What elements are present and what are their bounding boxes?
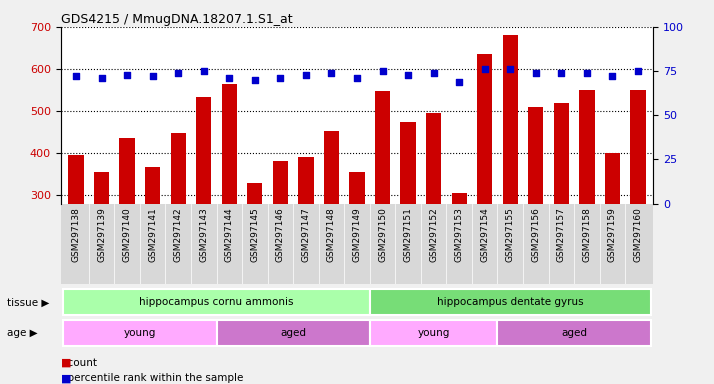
Bar — [145, 167, 161, 204]
Text: age ▶: age ▶ — [7, 328, 38, 338]
Text: GSM297140: GSM297140 — [123, 208, 131, 262]
Point — [633, 68, 644, 74]
Text: count: count — [61, 358, 96, 368]
Text: young: young — [418, 328, 450, 338]
Text: GSM297155: GSM297155 — [506, 208, 515, 262]
Bar — [426, 113, 441, 204]
Point — [607, 73, 618, 79]
Point — [403, 71, 414, 78]
Point — [555, 70, 567, 76]
Bar — [630, 90, 645, 204]
Text: GSM297138: GSM297138 — [71, 208, 81, 262]
Text: GSM297152: GSM297152 — [429, 208, 438, 262]
Bar — [247, 183, 263, 204]
Text: GSM297146: GSM297146 — [276, 208, 285, 262]
Point — [453, 79, 465, 85]
Text: GSM297160: GSM297160 — [633, 208, 643, 262]
Text: GSM297143: GSM297143 — [199, 208, 208, 262]
Point — [121, 71, 133, 78]
Point — [581, 70, 593, 76]
Text: GSM297156: GSM297156 — [531, 208, 540, 262]
Bar — [451, 193, 467, 204]
Text: ■: ■ — [61, 373, 71, 383]
Text: aged: aged — [561, 328, 587, 338]
Bar — [477, 54, 493, 204]
Bar — [528, 107, 543, 204]
Bar — [370, 290, 650, 315]
Text: GSM297145: GSM297145 — [251, 208, 259, 262]
Text: GSM297159: GSM297159 — [608, 208, 617, 262]
Point — [351, 75, 363, 81]
Point — [326, 70, 337, 76]
Bar — [349, 172, 365, 204]
Text: GSM297153: GSM297153 — [455, 208, 463, 262]
Point — [173, 70, 184, 76]
Text: tissue ▶: tissue ▶ — [7, 297, 49, 308]
Point — [479, 66, 491, 72]
Text: GSM297150: GSM297150 — [378, 208, 387, 262]
Point — [377, 68, 388, 74]
Text: GSM297139: GSM297139 — [97, 208, 106, 262]
Point — [147, 73, 159, 79]
Point — [428, 70, 439, 76]
Text: GSM297142: GSM297142 — [174, 208, 183, 262]
Text: GSM297147: GSM297147 — [301, 208, 311, 262]
Text: percentile rank within the sample: percentile rank within the sample — [61, 373, 243, 383]
Text: GDS4215 / MmugDNA.18207.1.S1_at: GDS4215 / MmugDNA.18207.1.S1_at — [61, 13, 292, 26]
Bar — [119, 138, 135, 204]
Bar — [221, 84, 237, 204]
Bar — [94, 172, 109, 204]
Bar — [64, 290, 370, 315]
Text: aged: aged — [280, 328, 306, 338]
Bar — [216, 320, 370, 346]
Bar — [298, 157, 313, 204]
Text: young: young — [124, 328, 156, 338]
Text: hippocampus cornu ammonis: hippocampus cornu ammonis — [139, 297, 293, 308]
Bar — [503, 35, 518, 204]
Text: GSM297141: GSM297141 — [148, 208, 157, 262]
Point — [70, 73, 81, 79]
Point — [223, 75, 235, 81]
Point — [198, 68, 209, 74]
Bar — [323, 131, 339, 204]
Text: hippocampus dentate gyrus: hippocampus dentate gyrus — [437, 297, 583, 308]
Text: GSM297158: GSM297158 — [583, 208, 591, 262]
Point — [300, 71, 311, 78]
Bar — [498, 320, 650, 346]
Point — [530, 70, 541, 76]
Text: GSM297144: GSM297144 — [225, 208, 233, 262]
Text: GSM297157: GSM297157 — [557, 208, 566, 262]
Bar — [401, 122, 416, 204]
Bar — [273, 161, 288, 204]
Bar — [69, 155, 84, 204]
Text: GSM297151: GSM297151 — [403, 208, 413, 262]
Bar — [64, 320, 216, 346]
Bar — [375, 91, 391, 204]
Bar — [171, 133, 186, 204]
Bar — [370, 320, 498, 346]
Bar — [196, 97, 211, 204]
Bar — [579, 90, 595, 204]
Point — [505, 66, 516, 72]
Bar — [553, 103, 569, 204]
Text: GSM297149: GSM297149 — [353, 208, 361, 262]
Text: ■: ■ — [61, 358, 71, 368]
Bar — [605, 153, 620, 204]
Text: GSM297154: GSM297154 — [481, 208, 489, 262]
Text: GSM297148: GSM297148 — [327, 208, 336, 262]
Point — [96, 75, 107, 81]
Point — [275, 75, 286, 81]
Point — [249, 77, 261, 83]
